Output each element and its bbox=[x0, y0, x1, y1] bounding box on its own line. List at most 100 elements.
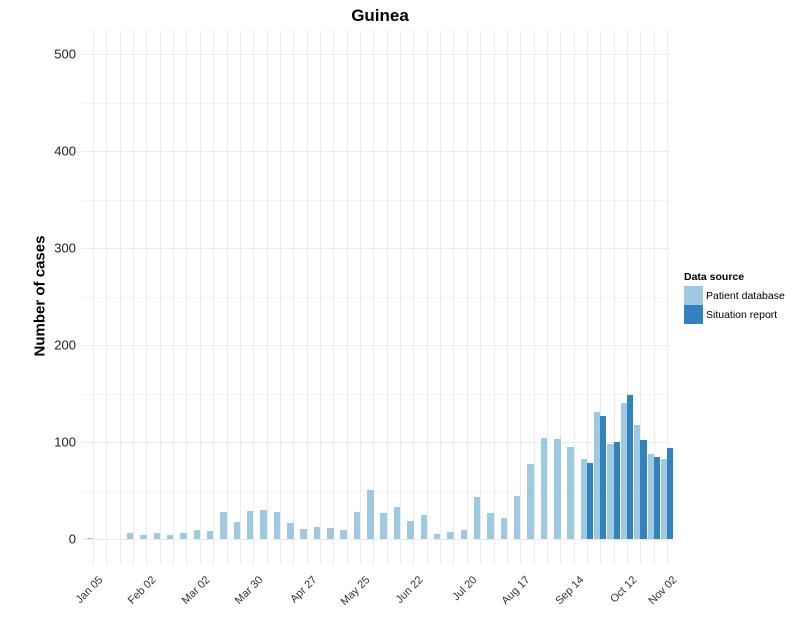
bar-patient-database bbox=[527, 464, 534, 539]
bar-situation-report bbox=[600, 415, 607, 539]
y-tick-label: 300 bbox=[54, 240, 76, 256]
bar-patient-database bbox=[473, 497, 481, 539]
x-tick-label: Nov 02 bbox=[646, 574, 680, 608]
gridline-horizontal bbox=[82, 102, 670, 104]
gridline-vertical bbox=[386, 30, 388, 564]
gridline-vertical bbox=[573, 30, 575, 564]
bar-patient-database bbox=[327, 528, 334, 539]
gridline-vertical bbox=[106, 30, 108, 564]
gridline-horizontal bbox=[82, 345, 670, 346]
gridline-vertical bbox=[159, 30, 161, 564]
bar-patient-database bbox=[407, 520, 414, 539]
gridline-vertical bbox=[466, 30, 468, 564]
bar-patient-database bbox=[246, 510, 254, 539]
x-tick-label: Apr 27 bbox=[287, 574, 320, 606]
gridline-vertical bbox=[306, 30, 308, 564]
gridline-vertical bbox=[480, 30, 482, 564]
gridline-vertical bbox=[373, 30, 375, 564]
x-tick-label: Mar 02 bbox=[179, 574, 213, 607]
bar-patient-database bbox=[567, 446, 574, 539]
x-tick-label: Jan 05 bbox=[73, 574, 106, 606]
bar-patient-database bbox=[540, 438, 548, 539]
gridline-vertical bbox=[346, 30, 348, 564]
bar-situation-report bbox=[667, 447, 674, 539]
bar-situation-report bbox=[640, 440, 647, 539]
legend-swatch bbox=[684, 286, 703, 305]
gridline-vertical bbox=[667, 30, 669, 564]
gridline-vertical bbox=[413, 30, 415, 564]
bar-patient-database bbox=[353, 511, 361, 539]
gridline-vertical bbox=[546, 30, 548, 564]
bar-patient-database bbox=[300, 529, 307, 539]
bar-patient-database bbox=[500, 517, 508, 539]
bar-patient-database bbox=[313, 527, 321, 539]
legend-item-situation-report: Situation report bbox=[684, 305, 785, 324]
bar-patient-database bbox=[513, 496, 521, 539]
bar-patient-database bbox=[660, 459, 668, 539]
bar-patient-database bbox=[340, 530, 347, 539]
gridline-vertical bbox=[453, 30, 455, 564]
gridline-vertical bbox=[440, 30, 442, 564]
bar-patient-database bbox=[420, 514, 427, 539]
bar-patient-database bbox=[393, 507, 401, 539]
gridline-horizontal bbox=[82, 539, 670, 540]
bar-patient-database bbox=[380, 512, 387, 539]
gridline-vertical bbox=[627, 30, 628, 564]
bar-patient-database bbox=[180, 533, 187, 539]
bar-patient-database bbox=[260, 509, 267, 539]
y-tick-label: 500 bbox=[54, 46, 76, 62]
gridline-vertical bbox=[146, 30, 148, 564]
gridline-vertical bbox=[93, 30, 94, 564]
y-axis-label: Number of cases bbox=[31, 235, 49, 357]
bar-patient-database bbox=[153, 533, 160, 539]
gridline-vertical bbox=[600, 30, 602, 564]
bar-patient-database bbox=[206, 531, 214, 539]
bar-patient-database bbox=[433, 534, 441, 539]
bar-patient-database bbox=[273, 511, 281, 539]
gridline-vertical bbox=[119, 30, 121, 564]
x-tick-label: Jul 20 bbox=[450, 574, 480, 604]
gridline-horizontal bbox=[82, 54, 670, 55]
gridline-vertical bbox=[613, 30, 615, 564]
bar-situation-report bbox=[613, 442, 620, 539]
gridline-vertical bbox=[586, 30, 588, 564]
gridline-vertical bbox=[426, 30, 428, 564]
x-tick-label: Jun 22 bbox=[394, 574, 426, 606]
x-tick-label: Mar 30 bbox=[232, 574, 266, 607]
bar-patient-database bbox=[647, 453, 654, 539]
gridline-vertical bbox=[133, 30, 135, 564]
bar-patient-database bbox=[487, 512, 494, 539]
bar-patient-database bbox=[607, 443, 614, 539]
gridline-vertical bbox=[653, 30, 655, 564]
gridline-vertical bbox=[493, 30, 495, 564]
gridline-vertical bbox=[360, 30, 361, 564]
bar-patient-database bbox=[287, 522, 294, 539]
bar-patient-database bbox=[86, 538, 94, 539]
y-tick-label: 100 bbox=[54, 434, 76, 450]
plot-area bbox=[82, 30, 674, 564]
gridline-vertical bbox=[506, 30, 508, 564]
bar-patient-database bbox=[554, 439, 561, 539]
gridline-vertical bbox=[640, 30, 642, 564]
gridline-vertical bbox=[266, 30, 268, 564]
gridline-horizontal bbox=[82, 442, 670, 443]
bar-patient-database bbox=[580, 458, 587, 539]
gridline-vertical bbox=[173, 30, 175, 564]
gridline-vertical bbox=[199, 30, 201, 564]
bar-situation-report bbox=[627, 395, 634, 539]
bar-patient-database bbox=[193, 530, 201, 539]
y-tick-label: 400 bbox=[54, 143, 76, 159]
gridline-vertical bbox=[520, 30, 522, 564]
legend-title: Data source bbox=[684, 271, 745, 283]
bar-patient-database bbox=[460, 530, 468, 539]
gridline-vertical bbox=[333, 30, 335, 564]
gridline-horizontal bbox=[82, 248, 670, 249]
bar-patient-database bbox=[220, 511, 227, 539]
gridline-vertical bbox=[293, 30, 295, 564]
bar-patient-database bbox=[126, 533, 134, 539]
y-tick-label: 0 bbox=[68, 531, 76, 547]
gridline-vertical bbox=[560, 30, 562, 564]
gridline-vertical bbox=[239, 30, 241, 564]
bar-situation-report bbox=[653, 456, 660, 539]
bar-patient-database bbox=[166, 535, 174, 539]
